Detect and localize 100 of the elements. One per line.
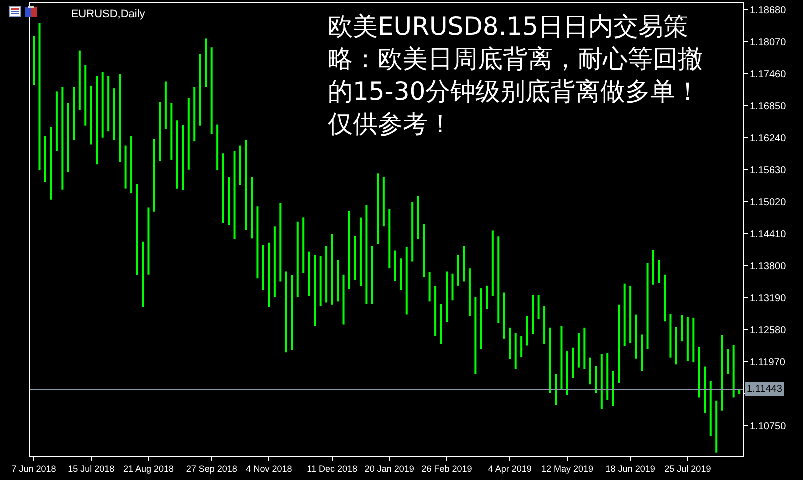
bar <box>457 254 460 286</box>
bar <box>452 274 454 301</box>
bar <box>78 50 81 110</box>
bar <box>38 23 41 170</box>
bar <box>388 209 391 269</box>
bar <box>102 72 104 138</box>
bar <box>578 333 580 368</box>
bar <box>589 358 592 385</box>
bar <box>84 65 87 126</box>
y-tick-label: 1.17460 <box>750 69 787 80</box>
bar <box>520 336 523 358</box>
bar <box>560 326 563 390</box>
bar <box>555 374 558 406</box>
bar <box>228 177 230 226</box>
bar <box>434 286 437 336</box>
bar <box>142 242 144 308</box>
bar <box>33 36 36 86</box>
bar <box>412 202 414 262</box>
bar <box>159 102 162 162</box>
bar <box>210 48 213 134</box>
bar <box>400 258 402 290</box>
x-tick-label: 4 Nov 2018 <box>246 464 292 474</box>
bar <box>595 366 598 394</box>
bar <box>503 292 506 339</box>
bar <box>509 328 512 360</box>
bar <box>652 250 655 285</box>
bar <box>538 295 540 320</box>
bar <box>326 246 328 303</box>
bar <box>549 328 552 394</box>
bar <box>222 154 224 224</box>
bar <box>704 366 706 413</box>
bar <box>371 246 374 304</box>
bar <box>732 345 735 398</box>
bar <box>641 334 644 372</box>
bar <box>50 127 52 200</box>
bar <box>119 74 122 162</box>
bar <box>188 98 190 170</box>
bar <box>486 286 488 310</box>
x-tick-label: 20 Jan 2019 <box>364 464 414 474</box>
bar <box>612 371 614 406</box>
bar <box>250 177 253 239</box>
bar <box>164 82 167 129</box>
bar <box>630 286 632 344</box>
ref-line-label: 1.11443 <box>747 384 783 395</box>
bar <box>262 244 264 290</box>
bar <box>320 256 322 306</box>
bar <box>498 236 500 324</box>
bar <box>124 146 127 189</box>
bar <box>716 400 718 453</box>
bar <box>130 136 133 194</box>
y-tick-label: 1.11970 <box>750 358 786 369</box>
bar <box>62 88 64 190</box>
bar <box>268 242 270 308</box>
bar <box>721 335 724 411</box>
bar <box>170 103 173 160</box>
bar <box>153 139 156 212</box>
x-tick-label: 4 Apr 2019 <box>488 464 532 474</box>
bar <box>280 204 282 282</box>
bar <box>514 333 517 370</box>
bar <box>348 211 351 290</box>
bar <box>606 353 609 400</box>
bar <box>285 272 288 353</box>
bar <box>417 196 420 240</box>
bar <box>90 86 92 145</box>
bar <box>240 146 242 186</box>
x-tick-label: 26 Feb 2019 <box>422 464 472 474</box>
y-tick-label: 1.13800 <box>750 261 787 272</box>
bar <box>646 263 649 350</box>
bar <box>382 177 385 227</box>
bar <box>67 103 70 172</box>
bar <box>296 222 299 298</box>
bar <box>480 288 482 350</box>
bar <box>681 315 684 342</box>
bar <box>658 260 660 284</box>
bar <box>584 328 586 370</box>
bar <box>624 284 626 346</box>
bar <box>670 314 672 358</box>
bar <box>148 208 150 275</box>
bar <box>314 254 316 326</box>
y-tick-label: 1.15630 <box>750 165 787 176</box>
bar <box>692 318 695 363</box>
bar <box>274 226 276 298</box>
y-tick-label: 1.10750 <box>750 422 787 433</box>
y-tick-label: 1.12580 <box>750 326 787 337</box>
bar <box>474 297 477 374</box>
bar <box>600 354 603 410</box>
bar <box>377 174 380 244</box>
bar <box>635 314 638 359</box>
x-tick-label: 27 Sep 2018 <box>186 464 238 474</box>
bar <box>96 76 98 165</box>
bar <box>446 272 448 322</box>
bar <box>342 274 345 325</box>
bar <box>727 349 730 374</box>
text: EURUSD,Daily <box>71 8 146 20</box>
bar <box>423 224 426 278</box>
bar <box>428 272 431 302</box>
bar <box>56 92 58 152</box>
y-tick-label: 1.16240 <box>750 133 787 144</box>
bar <box>526 316 528 346</box>
bar <box>440 304 442 344</box>
